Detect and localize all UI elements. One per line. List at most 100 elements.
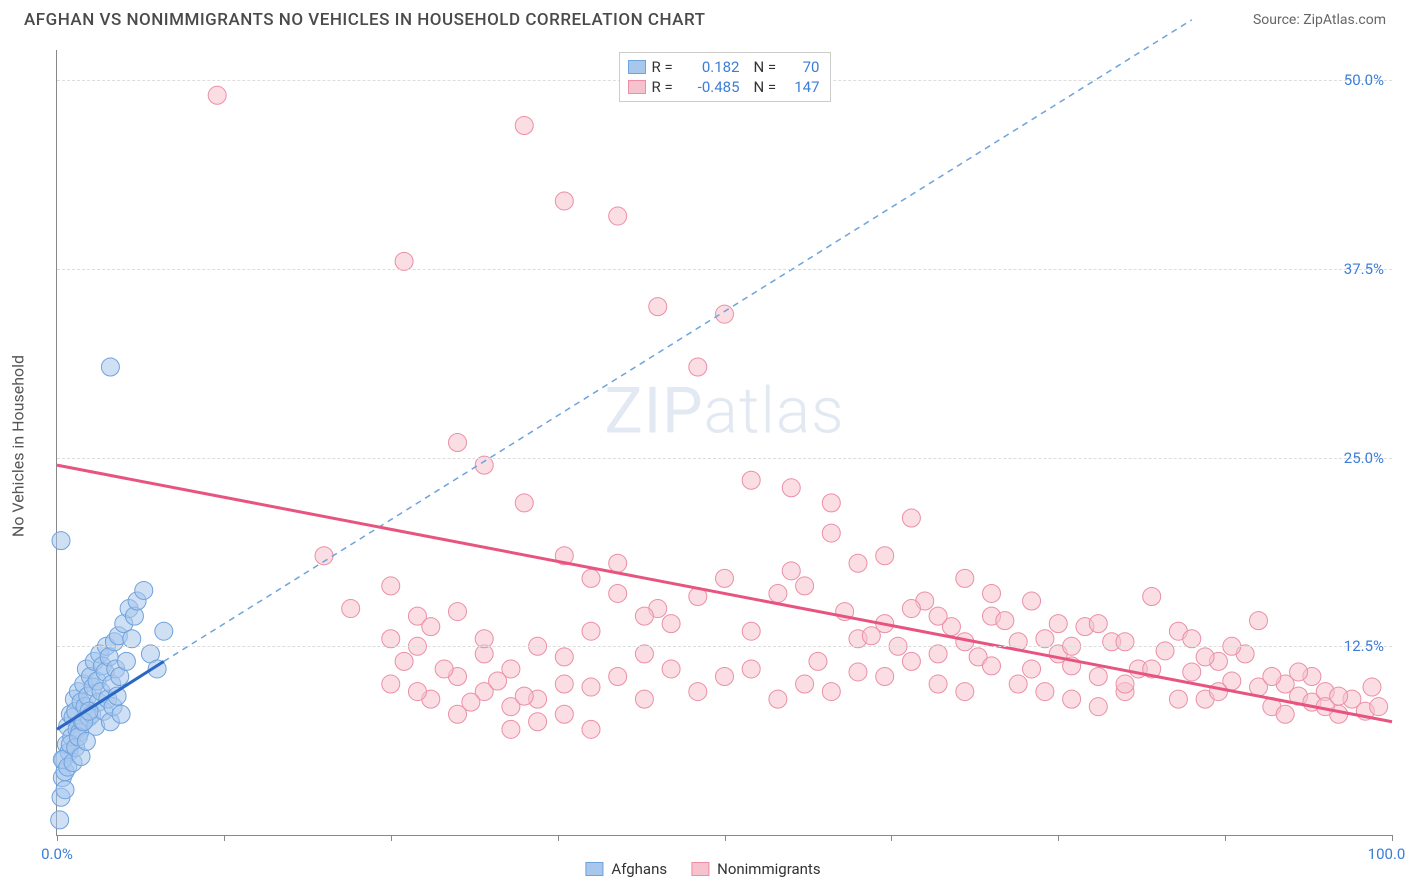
data-point bbox=[1370, 698, 1388, 716]
data-point bbox=[862, 627, 880, 645]
legend-swatch bbox=[628, 60, 646, 74]
data-point bbox=[208, 86, 226, 104]
data-point bbox=[716, 667, 734, 685]
data-point bbox=[555, 675, 573, 693]
data-point bbox=[1169, 690, 1187, 708]
data-point bbox=[1023, 660, 1041, 678]
data-point bbox=[382, 675, 400, 693]
data-point bbox=[902, 600, 920, 618]
data-point bbox=[475, 456, 493, 474]
legend-bottom-item: Afghans bbox=[585, 860, 667, 878]
data-point bbox=[1036, 630, 1054, 648]
xtick-mark bbox=[57, 835, 58, 841]
data-point bbox=[929, 607, 947, 625]
legend-n-label: N = bbox=[754, 57, 780, 77]
data-point bbox=[902, 652, 920, 670]
data-point bbox=[435, 660, 453, 678]
ytick-label: 12.5% bbox=[1344, 637, 1384, 655]
data-point bbox=[408, 683, 426, 701]
data-point bbox=[649, 298, 667, 316]
data-point bbox=[662, 615, 680, 633]
data-point bbox=[449, 603, 467, 621]
data-point bbox=[609, 667, 627, 685]
gridline-h bbox=[57, 269, 1392, 270]
xtick-mark bbox=[1392, 835, 1393, 841]
data-point bbox=[582, 622, 600, 640]
data-point bbox=[1116, 675, 1134, 693]
data-point bbox=[1009, 675, 1027, 693]
data-point bbox=[582, 720, 600, 738]
data-point bbox=[1363, 678, 1381, 696]
data-point bbox=[1263, 667, 1281, 685]
data-point bbox=[1156, 642, 1174, 660]
chart-source: Source: ZipAtlas.com bbox=[1253, 12, 1386, 28]
legend-row: R =-0.485N =147 bbox=[628, 77, 820, 97]
chart-title: AFGHAN VS NONIMMIGRANTS NO VEHICLES IN H… bbox=[24, 10, 705, 30]
data-point bbox=[1116, 633, 1134, 651]
data-point bbox=[609, 554, 627, 572]
data-point bbox=[155, 622, 173, 640]
data-point bbox=[382, 630, 400, 648]
data-point bbox=[77, 732, 95, 750]
legend-swatch bbox=[628, 80, 646, 94]
gridline-h bbox=[57, 458, 1392, 459]
data-point bbox=[1063, 690, 1081, 708]
data-point bbox=[822, 683, 840, 701]
data-point bbox=[742, 471, 760, 489]
data-point bbox=[809, 652, 827, 670]
data-point bbox=[609, 584, 627, 602]
data-point bbox=[101, 358, 119, 376]
data-point bbox=[1089, 698, 1107, 716]
data-point bbox=[996, 612, 1014, 630]
data-point bbox=[742, 660, 760, 678]
data-point bbox=[52, 532, 70, 550]
data-point bbox=[782, 562, 800, 580]
data-point bbox=[769, 584, 787, 602]
data-point bbox=[382, 577, 400, 595]
data-point bbox=[529, 713, 547, 731]
legend-r-value: -0.485 bbox=[684, 77, 740, 97]
data-point bbox=[1036, 683, 1054, 701]
data-point bbox=[635, 607, 653, 625]
data-point bbox=[462, 693, 480, 711]
data-point bbox=[635, 690, 653, 708]
data-point bbox=[395, 652, 413, 670]
data-point bbox=[742, 622, 760, 640]
data-point bbox=[1196, 648, 1214, 666]
data-point bbox=[1183, 663, 1201, 681]
data-point bbox=[929, 645, 947, 663]
y-axis-label: No Vehicles in Household bbox=[9, 355, 28, 537]
chart-plot-area: ZIPatlas 12.5%25.0%37.5%50.0%0.0%100.0%R… bbox=[56, 50, 1392, 836]
data-point bbox=[342, 600, 360, 618]
legend-top: R =0.182N =70R =-0.485N =147 bbox=[619, 52, 831, 102]
xtick-mark bbox=[1058, 835, 1059, 841]
legend-n-label: N = bbox=[754, 77, 780, 97]
data-point bbox=[123, 630, 141, 648]
data-point bbox=[51, 811, 69, 829]
data-point bbox=[395, 252, 413, 270]
xtick-mark bbox=[224, 835, 225, 841]
data-point bbox=[117, 652, 135, 670]
data-point bbox=[515, 494, 533, 512]
data-point bbox=[635, 645, 653, 663]
data-point bbox=[609, 207, 627, 225]
ytick-label: 37.5% bbox=[1344, 260, 1384, 278]
chart-header: AFGHAN VS NONIMMIGRANTS NO VEHICLES IN H… bbox=[0, 0, 1406, 38]
data-point bbox=[1250, 612, 1268, 630]
data-point bbox=[822, 524, 840, 542]
chart-svg bbox=[57, 50, 1392, 835]
data-point bbox=[782, 479, 800, 497]
legend-bottom-label: Nonimmigrants bbox=[717, 860, 820, 878]
data-point bbox=[983, 657, 1001, 675]
data-point bbox=[515, 687, 533, 705]
data-point bbox=[1023, 592, 1041, 610]
data-point bbox=[515, 116, 533, 134]
data-point bbox=[449, 434, 467, 452]
ytick-label: 50.0% bbox=[1344, 71, 1384, 89]
data-point bbox=[929, 675, 947, 693]
data-point bbox=[489, 672, 507, 690]
legend-r-label: R = bbox=[652, 77, 678, 97]
data-point bbox=[689, 358, 707, 376]
data-point bbox=[983, 584, 1001, 602]
data-point bbox=[1330, 687, 1348, 705]
